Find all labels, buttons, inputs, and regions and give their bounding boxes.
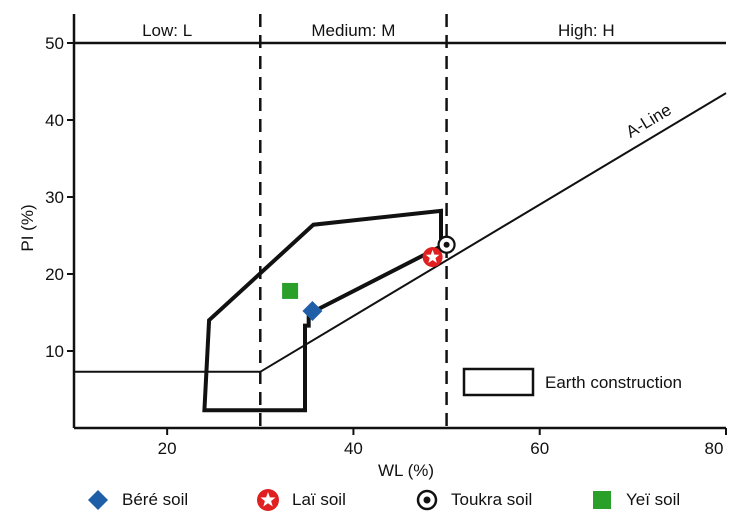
zone-lines: [259, 14, 448, 428]
zone-labels: Low: L Medium: M High: H: [142, 21, 615, 40]
legend-item-bere: Béré soil: [86, 483, 188, 516]
x-axis-label: WL (%): [378, 461, 434, 480]
a-line: [74, 92, 727, 373]
point-dotted-circle: [437, 235, 456, 254]
earth-construction-legend-label: Earth construction: [545, 373, 682, 392]
x-tick-label: 40: [344, 439, 363, 458]
point-diamond: [302, 300, 323, 321]
zone-label: Low: L: [142, 21, 192, 40]
legend-item-yei: Yeï soil: [590, 483, 680, 516]
y-tick-label: 30: [45, 188, 64, 207]
y-tick-label: 10: [45, 342, 64, 361]
legend-label-lai: Laï soil: [292, 489, 346, 509]
dotted-circle-point-dot: [443, 241, 450, 248]
y-tick-label: 40: [45, 111, 64, 130]
a-line-group: A-Line: [74, 92, 727, 373]
legend-item-lai: Laï soil: [256, 483, 346, 516]
y-tick-label: 20: [45, 265, 64, 284]
square-icon: [593, 490, 611, 509]
earth-construction-region: [202, 208, 443, 413]
earth-construction-region-group: [202, 208, 443, 413]
x-tick-label: 80: [705, 439, 724, 458]
legend-item-toukra: Toukra soil: [415, 483, 532, 516]
point-square: [282, 282, 299, 299]
zone-label: High: H: [558, 21, 615, 40]
y-axis-label: PI (%): [18, 204, 37, 251]
legend-label-yei: Yeï soil: [626, 489, 681, 509]
legend: Béré soil Laï soil Toukra soil Yeï soil: [0, 483, 743, 516]
star-icon: [257, 488, 279, 511]
zone-label: Medium: M: [311, 21, 395, 40]
legend-label-toukra: Toukra soil: [451, 489, 533, 509]
x-tick-label: 20: [158, 439, 177, 458]
dotted-circle-icon: [416, 489, 438, 510]
diamond-icon: [88, 489, 108, 510]
point-star: [422, 247, 443, 268]
earth-construction-legend-box: [462, 367, 535, 397]
earth-construction-legend: Earth construction: [462, 367, 682, 397]
x-tick-label: 60: [530, 439, 549, 458]
data-points: [282, 235, 456, 321]
star-point-star: [425, 249, 440, 263]
y-tick-label: 50: [45, 34, 64, 53]
axes: [67, 14, 727, 435]
tick-labels: 10 20 30 40 50 20 40 60 80: [45, 34, 723, 458]
a-line-label: A-Line: [623, 100, 675, 142]
legend-label-bere: Béré soil: [122, 489, 189, 509]
